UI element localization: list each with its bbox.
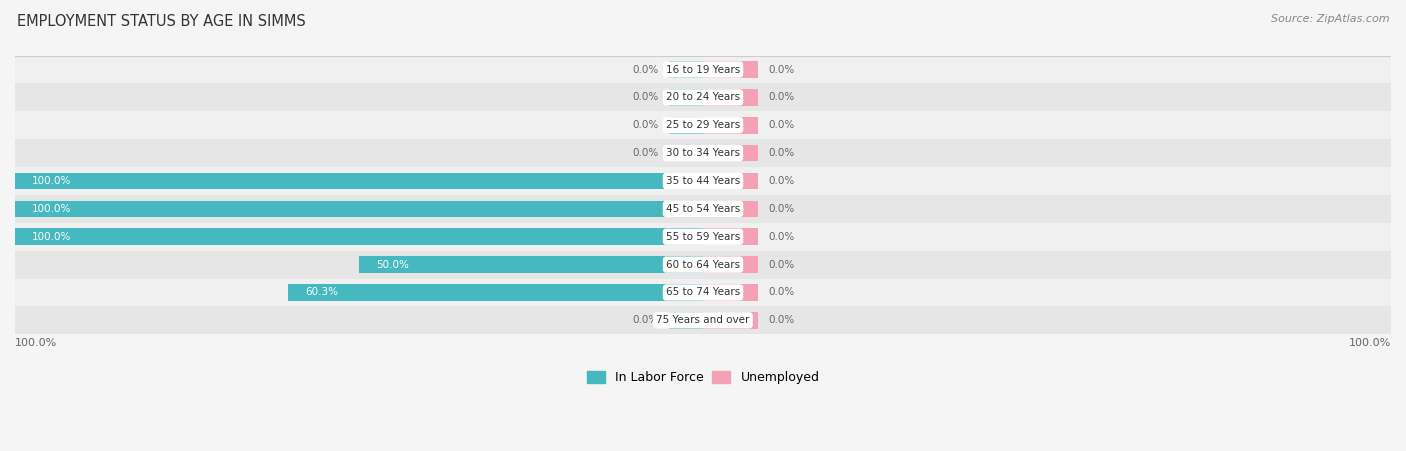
Text: 0.0%: 0.0% [768, 287, 794, 298]
Text: 100.0%: 100.0% [32, 232, 72, 242]
Bar [669, 117, 703, 133]
Text: 0.0%: 0.0% [633, 148, 658, 158]
Text: 60 to 64 Years: 60 to 64 Years [666, 260, 740, 270]
Text: 0.0%: 0.0% [768, 92, 794, 102]
Text: 0.0%: 0.0% [768, 148, 794, 158]
Bar [669, 312, 703, 329]
Text: 0.0%: 0.0% [768, 120, 794, 130]
Bar [669, 61, 703, 78]
Text: 55 to 59 Years: 55 to 59 Years [666, 232, 740, 242]
Text: 0.0%: 0.0% [768, 260, 794, 270]
Bar [703, 256, 758, 273]
Legend: In Labor Force, Unemployed: In Labor Force, Unemployed [582, 366, 824, 389]
Bar [703, 61, 758, 78]
Text: 20 to 24 Years: 20 to 24 Years [666, 92, 740, 102]
Bar [288, 284, 703, 301]
Bar [15, 223, 1391, 251]
Text: 0.0%: 0.0% [768, 232, 794, 242]
Text: 0.0%: 0.0% [633, 92, 658, 102]
Bar [15, 306, 1391, 334]
Text: 65 to 74 Years: 65 to 74 Years [666, 287, 740, 298]
Bar [15, 167, 1391, 195]
Bar [15, 228, 703, 245]
Bar [15, 195, 1391, 223]
Text: 60.3%: 60.3% [305, 287, 339, 298]
Text: 25 to 29 Years: 25 to 29 Years [666, 120, 740, 130]
Text: 0.0%: 0.0% [768, 64, 794, 74]
Bar [703, 117, 758, 133]
Text: EMPLOYMENT STATUS BY AGE IN SIMMS: EMPLOYMENT STATUS BY AGE IN SIMMS [17, 14, 305, 28]
Text: 100.0%: 100.0% [32, 176, 72, 186]
Text: 100.0%: 100.0% [15, 338, 58, 348]
Bar [703, 173, 758, 189]
Bar [703, 284, 758, 301]
Text: 16 to 19 Years: 16 to 19 Years [666, 64, 740, 74]
Text: 45 to 54 Years: 45 to 54 Years [666, 204, 740, 214]
Text: 35 to 44 Years: 35 to 44 Years [666, 176, 740, 186]
Text: 100.0%: 100.0% [32, 204, 72, 214]
Bar [669, 145, 703, 161]
Bar [703, 89, 758, 106]
Text: 0.0%: 0.0% [768, 315, 794, 325]
Text: 0.0%: 0.0% [768, 176, 794, 186]
Bar [15, 83, 1391, 111]
Text: Source: ZipAtlas.com: Source: ZipAtlas.com [1271, 14, 1389, 23]
Bar [703, 201, 758, 217]
Bar [703, 145, 758, 161]
Bar [15, 279, 1391, 306]
Bar [703, 312, 758, 329]
Bar [359, 256, 703, 273]
Text: 0.0%: 0.0% [768, 204, 794, 214]
Text: 100.0%: 100.0% [1348, 338, 1391, 348]
Text: 0.0%: 0.0% [633, 120, 658, 130]
Bar [15, 251, 1391, 279]
Bar [15, 111, 1391, 139]
Bar [15, 139, 1391, 167]
Bar [703, 228, 758, 245]
Bar [669, 89, 703, 106]
Text: 0.0%: 0.0% [633, 315, 658, 325]
Bar [15, 55, 1391, 83]
Text: 0.0%: 0.0% [633, 64, 658, 74]
Bar [15, 201, 703, 217]
Text: 50.0%: 50.0% [377, 260, 409, 270]
Bar [15, 173, 703, 189]
Text: 75 Years and over: 75 Years and over [657, 315, 749, 325]
Text: 30 to 34 Years: 30 to 34 Years [666, 148, 740, 158]
